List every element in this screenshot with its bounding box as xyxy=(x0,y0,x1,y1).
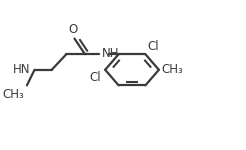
Text: NH: NH xyxy=(102,46,119,60)
Text: Cl: Cl xyxy=(147,40,159,53)
Text: Cl: Cl xyxy=(90,71,101,84)
Text: O: O xyxy=(69,23,78,36)
Text: CH₃: CH₃ xyxy=(3,88,25,101)
Text: HN: HN xyxy=(13,63,30,76)
Text: CH₃: CH₃ xyxy=(161,63,183,76)
